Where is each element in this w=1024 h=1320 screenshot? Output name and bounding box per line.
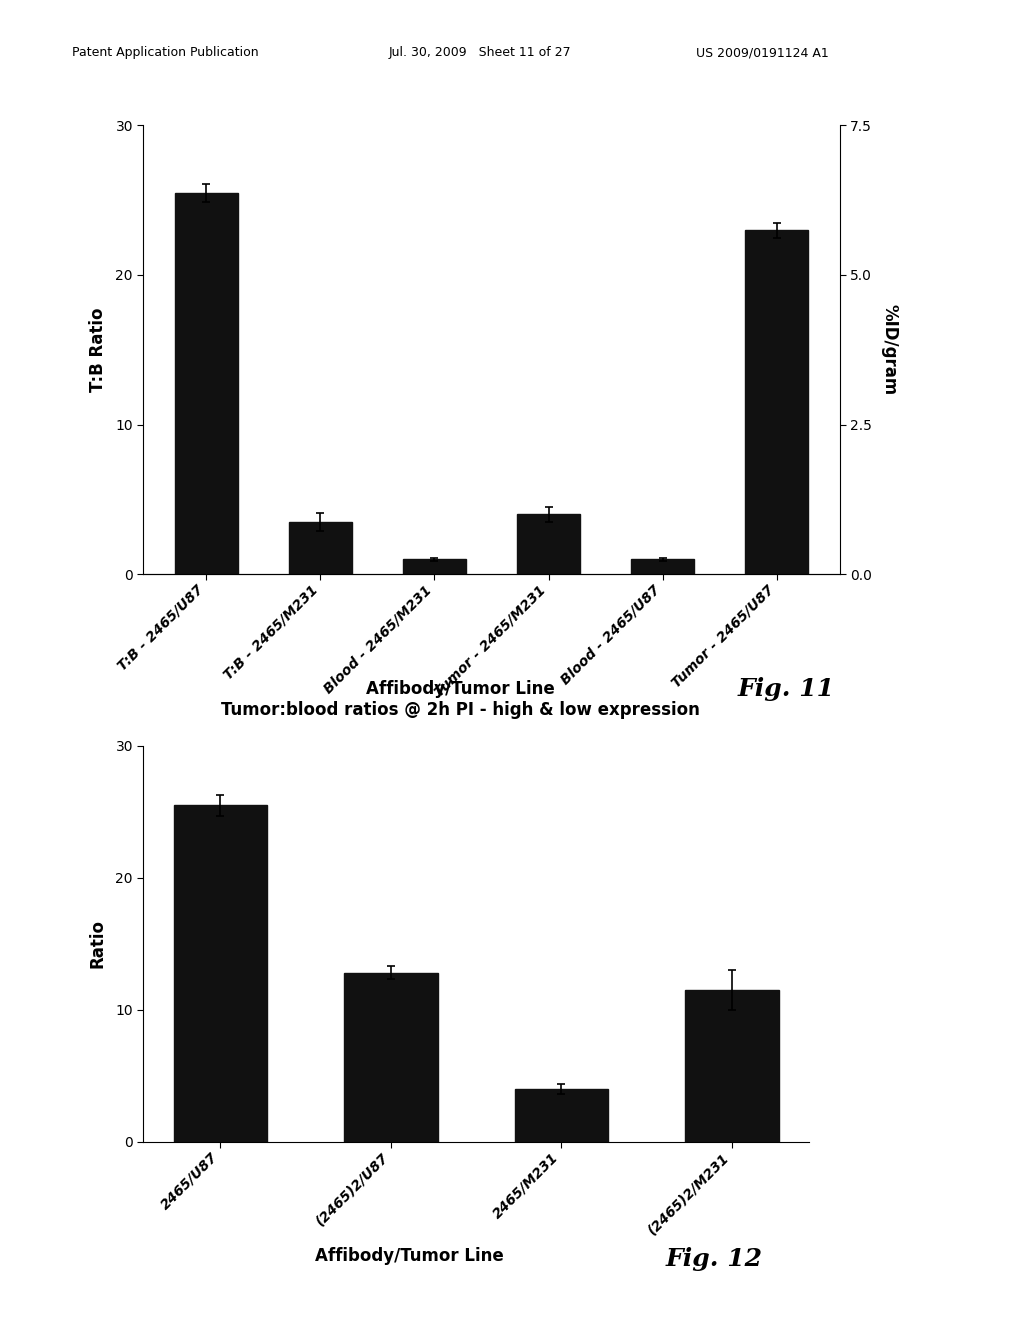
Text: US 2009/0191124 A1: US 2009/0191124 A1 bbox=[696, 46, 829, 59]
Text: Affibody/Tumor Line: Affibody/Tumor Line bbox=[367, 680, 555, 698]
Bar bbox=[514, 1089, 608, 1142]
Text: Patent Application Publication: Patent Application Publication bbox=[72, 46, 258, 59]
Bar bbox=[685, 990, 778, 1142]
Y-axis label: T:B Ratio: T:B Ratio bbox=[89, 308, 106, 392]
Bar bbox=[745, 230, 808, 574]
Bar bbox=[517, 515, 580, 574]
Bar bbox=[175, 193, 238, 574]
Bar bbox=[403, 560, 466, 574]
Text: Jul. 30, 2009   Sheet 11 of 27: Jul. 30, 2009 Sheet 11 of 27 bbox=[389, 46, 571, 59]
Bar bbox=[174, 805, 267, 1142]
Bar bbox=[289, 521, 352, 574]
Y-axis label: Ratio: Ratio bbox=[89, 919, 106, 969]
Text: Affibody/Tumor Line: Affibody/Tumor Line bbox=[315, 1247, 504, 1266]
Y-axis label: %ID/gram: %ID/gram bbox=[881, 304, 898, 396]
Text: Fig. 11: Fig. 11 bbox=[737, 677, 835, 701]
Bar bbox=[631, 560, 694, 574]
Text: Tumor:blood ratios @ 2h PI - high & low expression: Tumor:blood ratios @ 2h PI - high & low … bbox=[221, 701, 700, 719]
Bar bbox=[344, 973, 438, 1142]
Text: Fig. 12: Fig. 12 bbox=[666, 1247, 763, 1271]
